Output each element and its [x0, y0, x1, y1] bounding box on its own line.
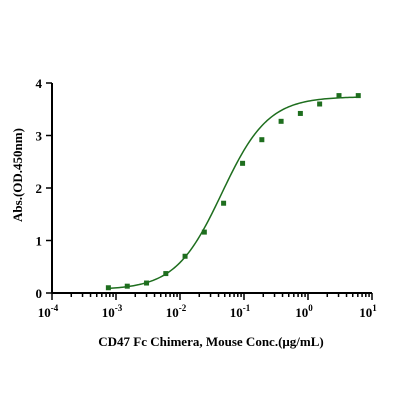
y-tick-label: 4 [36, 76, 43, 91]
data-point [317, 101, 323, 107]
data-point [201, 229, 207, 235]
data-point [221, 200, 227, 206]
data-point [163, 271, 169, 277]
y-tick-label: 0 [36, 286, 43, 301]
y-axis-label: Abs.(OD.450nm) [10, 128, 25, 222]
axes: 0 1 2 3 4 10-4 10-3 10-2 10-1 100 101 [36, 76, 378, 320]
data-point [182, 253, 188, 259]
data-point [144, 280, 150, 286]
data-point [124, 283, 130, 289]
data-point [278, 118, 284, 124]
x-axis-label: CD47 Fc Chimera, Mouse Conc.(μg/mL) [98, 334, 323, 349]
data-point [240, 160, 246, 166]
x-tick-label: 10-2 [166, 303, 187, 320]
y-tick-label: 1 [36, 234, 43, 249]
data-point [105, 285, 111, 291]
x-tick-label: 10-3 [102, 303, 123, 320]
y-tick-label: 3 [36, 129, 43, 144]
x-tick-label: 101 [359, 303, 377, 320]
data-point [297, 110, 303, 116]
data-point [259, 137, 265, 143]
x-tick-label: 10-1 [230, 303, 251, 320]
data-point [355, 93, 361, 99]
plot-area [105, 93, 361, 291]
x-tick-label: 100 [295, 303, 313, 320]
fit-curve [108, 96, 359, 290]
x-tick-label: 10-4 [38, 303, 59, 320]
y-tick-label: 2 [36, 181, 43, 196]
data-point [336, 93, 342, 99]
